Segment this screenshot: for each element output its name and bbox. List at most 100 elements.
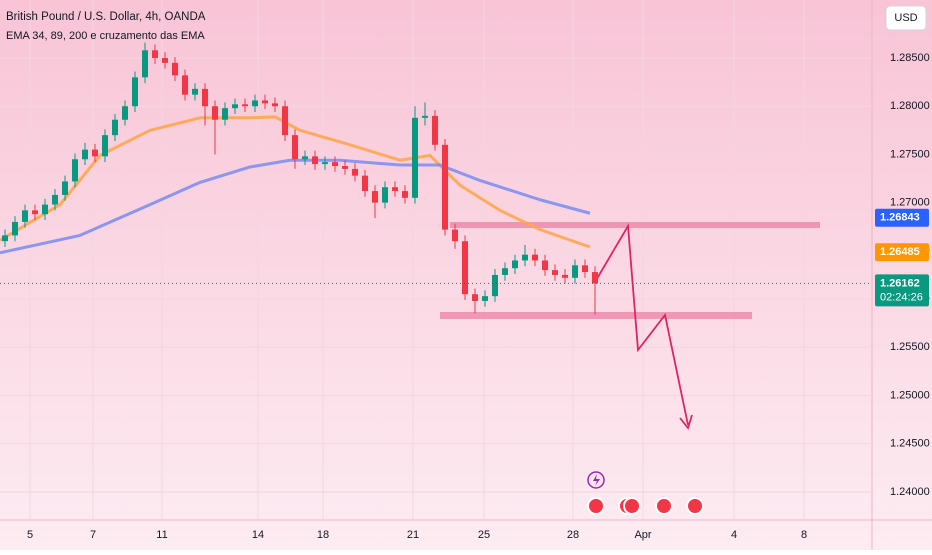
candle-body: [52, 194, 58, 205]
candle-body: [242, 104, 248, 107]
candle-body: [162, 58, 168, 63]
y-tick-label: 1.24500: [890, 438, 930, 450]
us-event[interactable]: [655, 497, 673, 515]
event-icon[interactable]: [587, 471, 605, 489]
price-label: 1.26843: [880, 212, 920, 224]
candle-body: [142, 50, 148, 78]
price-label: 1.26162: [880, 277, 920, 289]
candle-body: [362, 175, 368, 192]
candle-body: [582, 265, 588, 273]
candle-body: [172, 62, 178, 76]
resistance-zone: [450, 222, 820, 228]
x-tick-label: 11: [156, 529, 167, 541]
candle-body: [1, 235, 8, 242]
us-event[interactable]: [686, 497, 704, 515]
currency-button[interactable]: [885, 5, 927, 31]
candle-body: [62, 181, 68, 195]
y-tick-label: 1.28000: [890, 100, 930, 112]
price-label-box: [875, 208, 929, 227]
candle-body: [332, 162, 338, 167]
x-tick-label: Apr: [634, 529, 651, 541]
candle-body: [132, 77, 138, 107]
candle-body: [522, 254, 528, 261]
x-tick-label: 8: [801, 529, 807, 541]
y-tick-label: 1.27000: [890, 197, 930, 209]
candle-body: [442, 144, 448, 230]
y-tick-label: 1.24000: [890, 486, 930, 498]
candle-body: [592, 272, 598, 284]
candle-body: [22, 210, 28, 222]
candle-body: [232, 104, 238, 109]
y-tick-label: 1.25000: [890, 389, 930, 401]
candle-body: [272, 103, 278, 107]
us-event[interactable]: [587, 497, 605, 515]
candle-body: [512, 260, 518, 269]
candle-body: [302, 156, 308, 160]
y-tick-label: 1.25500: [890, 341, 930, 353]
candle-body: [92, 149, 98, 157]
candle-body: [482, 296, 488, 301]
candle-body: [182, 75, 188, 95]
candle-body: [402, 191, 408, 198]
candle-body: [12, 221, 18, 236]
candle-body: [392, 187, 398, 192]
candle-body: [202, 88, 208, 107]
candle-body: [422, 115, 428, 118]
candle-body: [472, 294, 478, 301]
candle-body: [312, 156, 318, 165]
candle-body: [432, 115, 438, 145]
projection-path: [594, 223, 689, 426]
candle-body: [562, 274, 568, 278]
countdown: 02:24:26: [880, 291, 923, 303]
candle-body: [222, 108, 228, 120]
x-tick-label: 28: [567, 529, 579, 541]
candle-body: [412, 117, 418, 198]
projection-arrowhead: [679, 414, 693, 430]
x-tick-label: 7: [90, 529, 96, 541]
candle-body: [212, 106, 218, 120]
x-tick-label: 14: [252, 529, 264, 541]
price-label-box: [875, 274, 929, 307]
plot-area: [0, 42, 872, 315]
candle-body: [322, 162, 328, 165]
candle-body: [452, 229, 458, 242]
chart-title: British Pound / U.S. Dollar, 4h, OANDA: [6, 11, 206, 23]
candle-body: [342, 166, 348, 169]
candle-body: [32, 210, 38, 215]
event-bolt: [593, 474, 600, 486]
candle-body: [542, 260, 548, 271]
candle-body: [72, 159, 78, 182]
candle-body: [152, 50, 158, 59]
candle-body: [552, 270, 558, 275]
y-tick-label: 1.28500: [890, 52, 930, 64]
candle-body: [82, 149, 88, 160]
ema-line: [0, 115, 591, 249]
x-tick-label: 5: [27, 529, 33, 541]
x-tick-label: 21: [407, 529, 419, 541]
candle-body: [112, 119, 118, 136]
candle-body: [252, 100, 258, 107]
candle-body: [192, 88, 198, 95]
candle-body: [572, 265, 578, 278]
x-tick-label: 4: [731, 529, 737, 541]
calendar-events: [587, 497, 704, 515]
candle-body: [42, 204, 48, 215]
currency-label: USD: [894, 12, 917, 24]
candle-body: [372, 191, 378, 203]
x-tick-label: 18: [317, 529, 329, 541]
price-label: 1.26485: [880, 246, 920, 258]
candle-body: [502, 268, 508, 275]
candle-body: [462, 241, 468, 295]
candle-body: [382, 187, 388, 203]
candle-body: [122, 106, 128, 120]
x-tick-label: 25: [478, 529, 490, 541]
support-zone: [440, 312, 752, 319]
price-label-box: [875, 243, 929, 262]
us-event[interactable]: [623, 497, 641, 515]
candle-body: [352, 168, 358, 176]
y-tick-label: 1.27500: [890, 148, 930, 160]
candle-body: [282, 106, 288, 136]
indicator-label: EMA 34, 89, 200 e cruzamento das EMA: [6, 30, 205, 42]
